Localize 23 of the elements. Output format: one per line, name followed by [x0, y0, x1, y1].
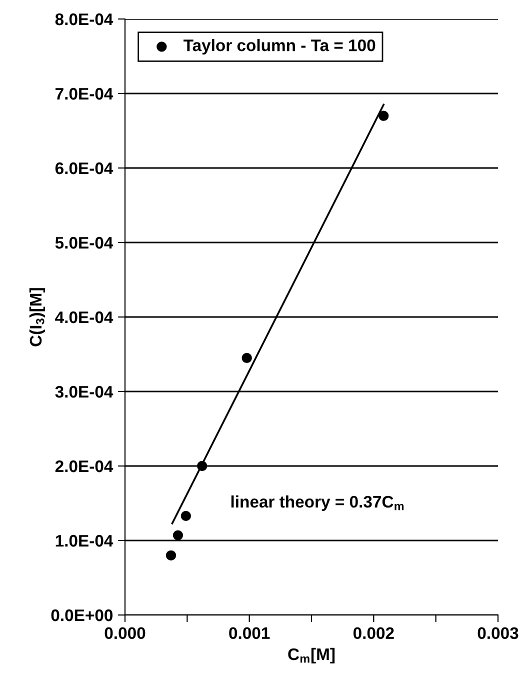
- y-axis-title: C(I$_{3}$)[M]: [29, 288, 45, 346]
- x-axis-title: C$_{m}$[M]: [288, 648, 335, 664]
- legend-label: Taylor column - Ta = 100: [184, 39, 376, 55]
- y-tick-label: 8.0E-04: [55, 13, 114, 26]
- point: [180, 510, 192, 521]
- x-tick-label: 0.000: [104, 627, 146, 640]
- y-tick-label: 4.0E-04: [55, 311, 114, 324]
- x-tick-label: 0.002: [353, 627, 394, 640]
- point: [172, 530, 184, 540]
- point: [378, 110, 389, 121]
- y-tick-label: 1.0E-04: [56, 534, 114, 547]
- y-tick-label: 2.0E-04: [55, 460, 114, 472]
- annotation: linear theory = 0.37C$_{m}$: [231, 495, 404, 511]
- y-tick-label: 3.0E-04: [55, 386, 114, 398]
- y-tick-label: 5.0E-04: [55, 236, 114, 249]
- y-tick-label: 0.0E+00: [51, 609, 113, 622]
- point: [197, 460, 208, 472]
- point: [166, 550, 176, 560]
- x-tick-label: 0.001: [229, 627, 270, 640]
- point: [242, 352, 252, 364]
- x-tick-label: 0.003: [478, 627, 518, 640]
- y-tick-label: 7.0E-04: [56, 88, 114, 100]
- y-tick-label: 6.0E-04: [55, 162, 114, 174]
